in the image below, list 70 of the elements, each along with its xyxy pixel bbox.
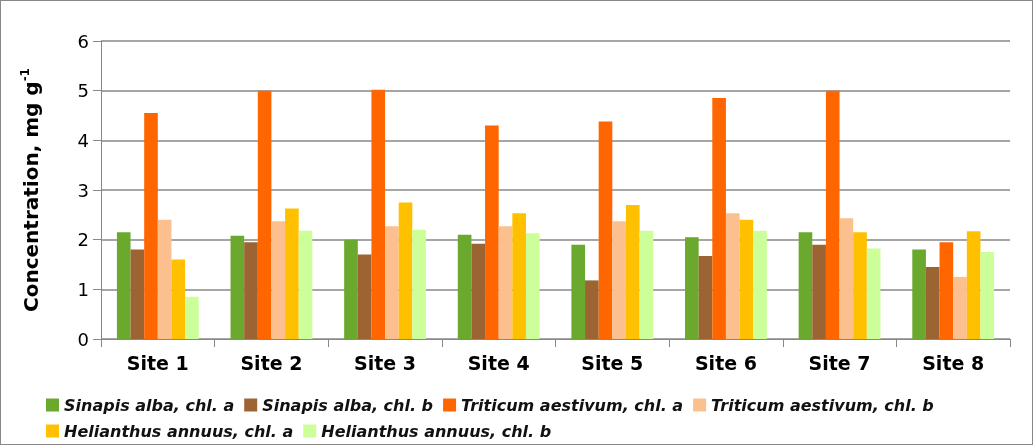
bar	[157, 219, 172, 339]
x-tick-label: Site 6	[694, 351, 757, 374]
y-tick-label: 4	[77, 129, 89, 151]
bar	[498, 226, 513, 339]
bar	[144, 113, 158, 339]
legend-label: Helianthus annuus, chl. b	[321, 421, 552, 441]
legend-label: Triticum aestivum, chl. b	[711, 395, 934, 415]
bar	[130, 249, 145, 339]
bar	[457, 234, 472, 339]
bar	[298, 230, 313, 339]
bar	[839, 218, 854, 339]
y-tick-label: 6	[77, 30, 89, 52]
bar	[685, 237, 699, 339]
bar	[939, 242, 954, 339]
bar	[257, 90, 272, 339]
bar	[812, 244, 826, 339]
y-tick-label: 2	[77, 229, 89, 251]
legend-label: Helianthus annuus, chl. a	[64, 421, 294, 441]
bar	[980, 252, 995, 339]
bar	[371, 89, 386, 339]
bar	[912, 249, 926, 339]
bar	[798, 232, 813, 339]
bar	[512, 213, 526, 339]
bar	[185, 296, 199, 339]
x-tick-label: Site 4	[467, 351, 530, 374]
bar	[725, 213, 740, 339]
bar	[571, 244, 586, 339]
bar	[753, 230, 767, 339]
bar	[525, 233, 540, 339]
bar	[698, 256, 713, 339]
x-tick-label: Site 8	[922, 351, 985, 374]
y-tick-label: 0	[77, 328, 89, 350]
bar	[285, 208, 299, 339]
bar	[230, 235, 245, 339]
bar	[471, 243, 486, 339]
bar	[385, 226, 399, 339]
bar	[866, 248, 881, 339]
bar	[585, 280, 599, 339]
bar	[598, 121, 613, 339]
bar	[925, 266, 940, 339]
y-tick-label: 1	[77, 278, 89, 300]
bar	[612, 221, 626, 339]
x-tick-label: Site 5	[581, 351, 644, 374]
x-tick-label: Site 7	[808, 351, 871, 374]
bar	[853, 232, 867, 339]
bar	[712, 98, 726, 339]
bar	[625, 204, 640, 339]
bar	[639, 230, 654, 339]
bar	[357, 254, 372, 339]
bar	[825, 90, 840, 339]
bar	[171, 259, 186, 339]
y-tick-label: 3	[77, 179, 89, 201]
bar	[344, 239, 358, 339]
bar	[412, 229, 426, 339]
bar	[244, 242, 258, 339]
y-tick-label: 5	[77, 80, 89, 102]
legend-label: Sinapis alba, chl. a	[64, 395, 235, 415]
y-axis-title: Concentration, mg g-1	[18, 68, 43, 312]
legend-label: Sinapis alba, chl. b	[262, 395, 434, 415]
bar	[739, 219, 754, 339]
x-tick-label: Site 1	[126, 351, 189, 374]
bar	[485, 125, 499, 339]
bar	[271, 221, 286, 339]
bar	[953, 276, 967, 339]
bar	[966, 231, 981, 339]
legend-label: Triticum aestivum, chl. a	[461, 395, 684, 415]
x-tick-label: Site 2	[240, 351, 303, 374]
bar	[398, 202, 413, 339]
bar	[116, 232, 131, 339]
x-tick-label: Site 3	[354, 351, 417, 374]
